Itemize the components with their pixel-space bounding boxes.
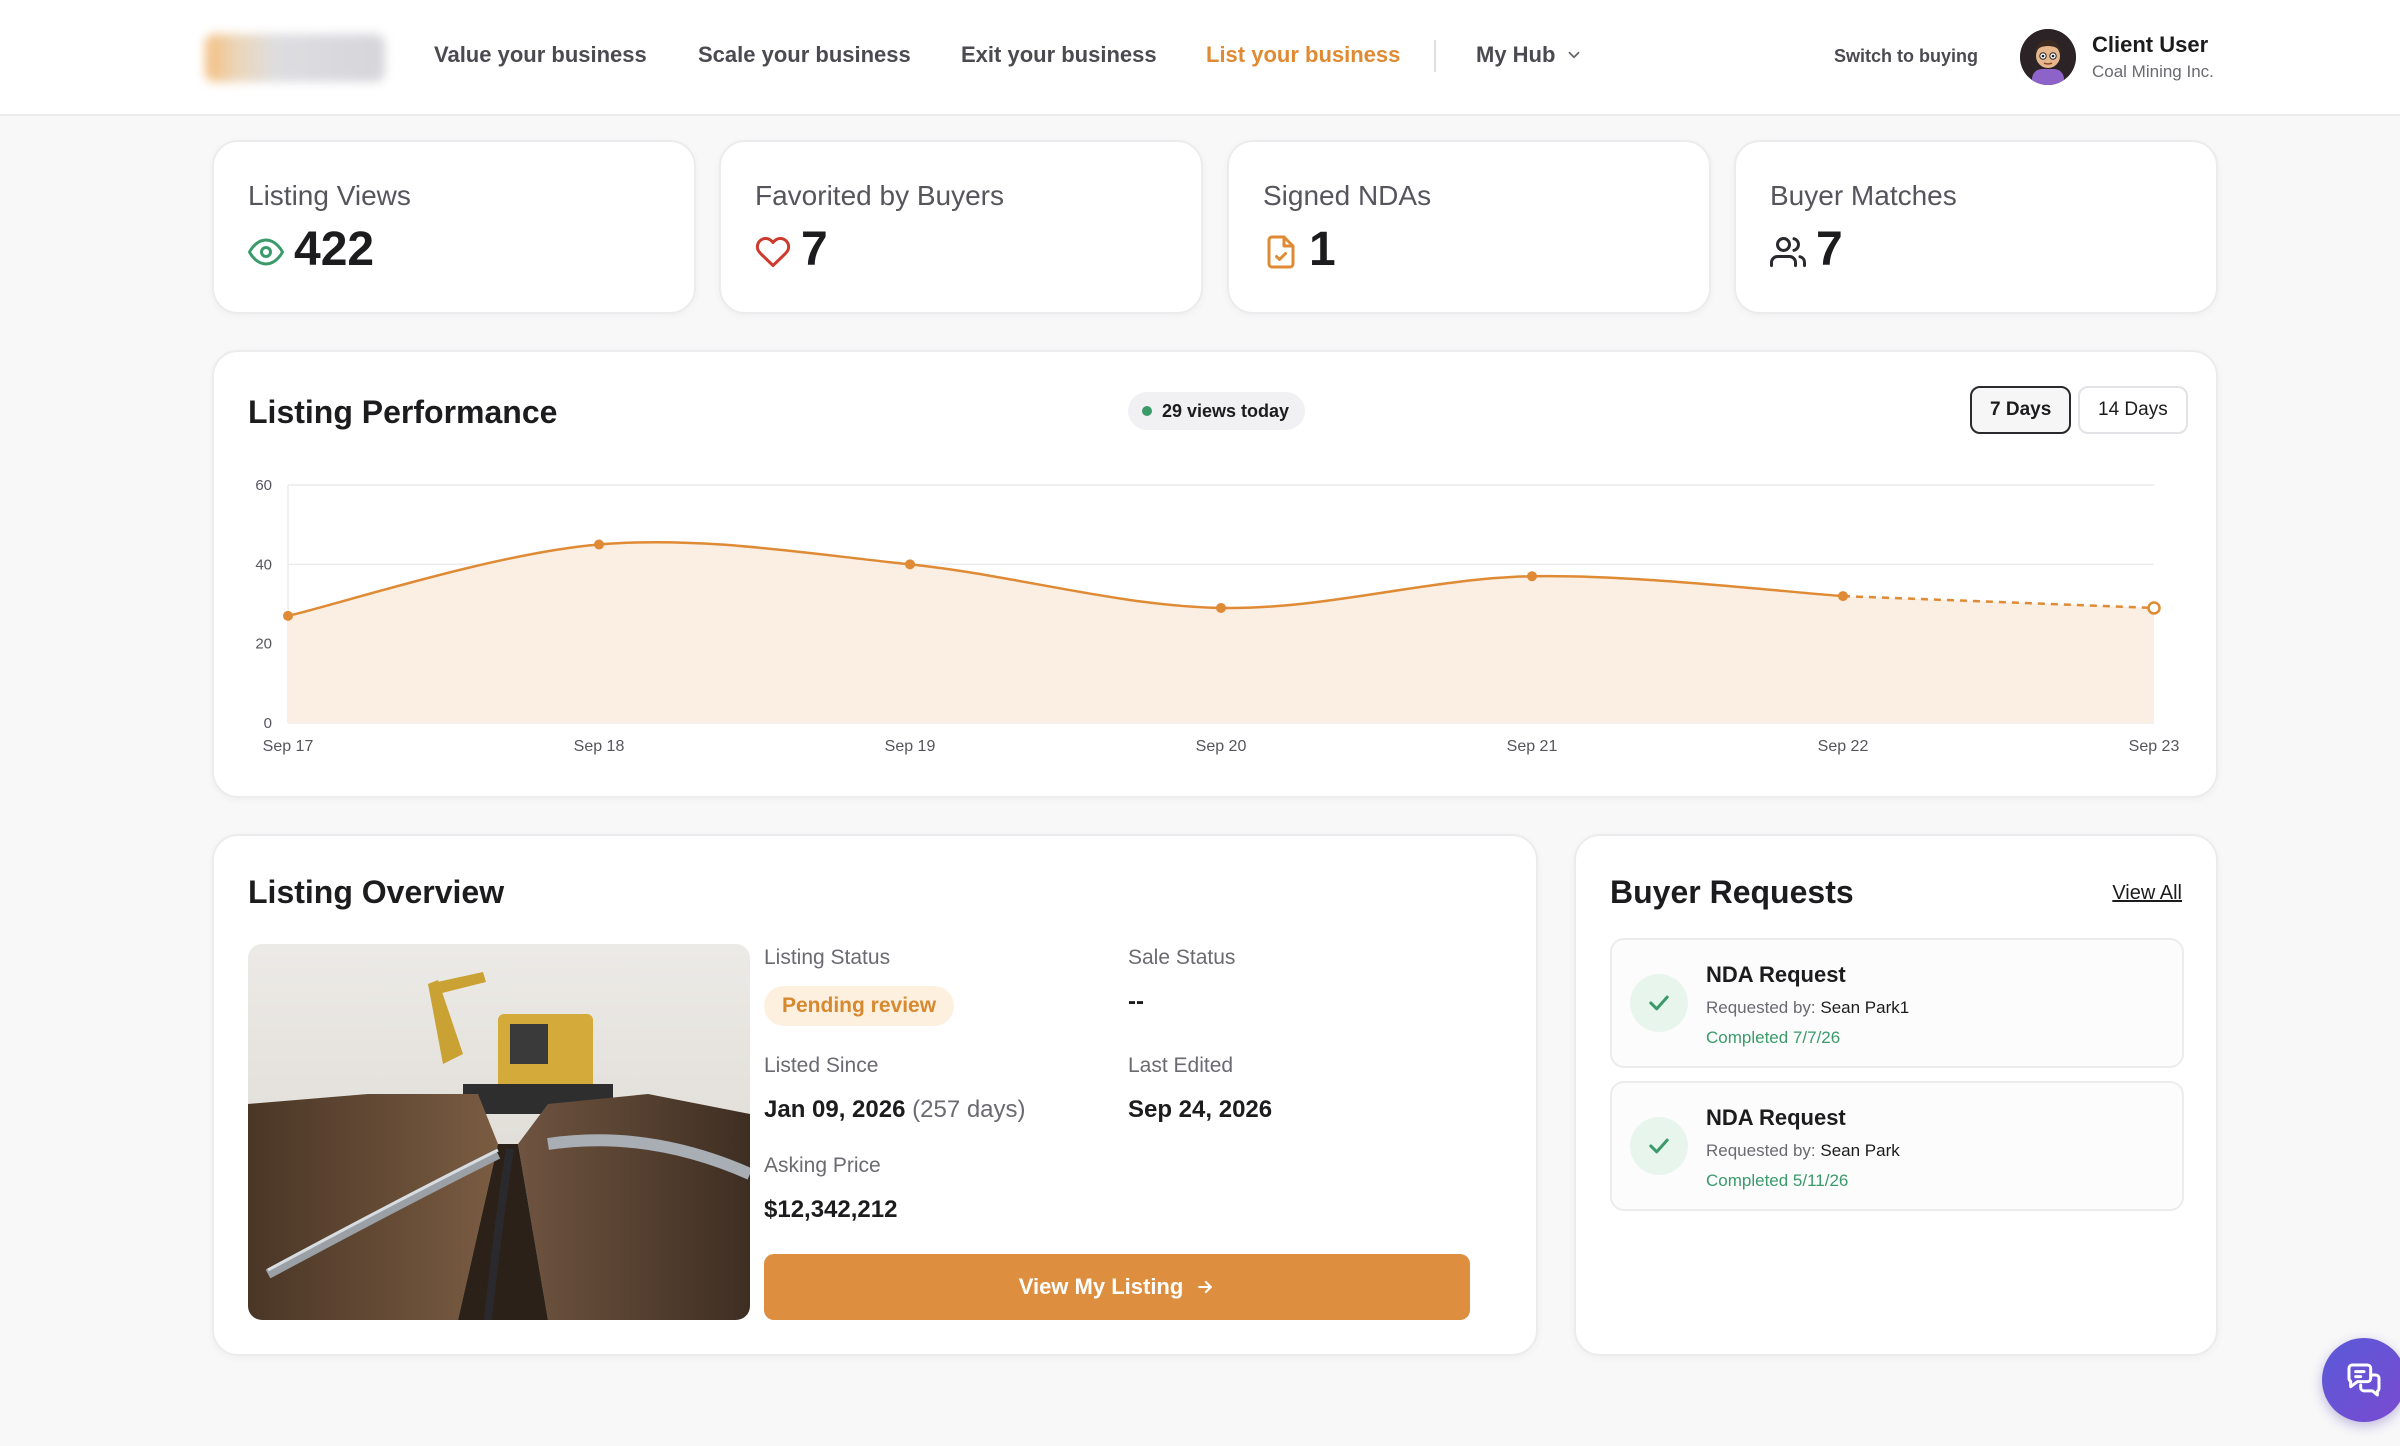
listing-status-label: Listing Status (764, 946, 891, 969)
nav-exit-business[interactable]: Exit your business (961, 42, 1157, 67)
stat-value: 1 (1309, 223, 1336, 276)
my-hub-dropdown[interactable]: My Hub (1476, 42, 1583, 68)
series-line (287, 541, 1844, 618)
nav-list-business[interactable]: List your business (1206, 42, 1401, 67)
x-tick-label: Sep 17 (263, 738, 314, 755)
chat-icon (2347, 1363, 2381, 1397)
last-edited-label: Last Edited (1128, 1054, 1234, 1077)
stat-value: 422 (294, 223, 375, 276)
view-my-listing-label: View My Listing (1018, 1274, 1184, 1299)
request-title: NDA Request (1706, 962, 1846, 987)
range-14-days-button[interactable]: 14 Days (2078, 386, 2188, 434)
buyer-requests-card: Buyer Requests View All NDA Request Requ… (1574, 834, 2218, 1356)
listed-since-value: Jan 09, 2026 (257 days) (764, 1096, 1026, 1124)
data-point (283, 610, 293, 621)
chat-button[interactable] (2322, 1338, 2400, 1422)
x-tick-label: Sep 22 (1818, 738, 1869, 755)
user-organization: Coal Mining Inc. (2092, 62, 2214, 81)
users-icon (1770, 237, 1806, 267)
stat-card-favorited: Favorited by Buyers 7 (719, 140, 1203, 314)
section-title: Listing Performance (248, 394, 558, 430)
x-tick-label: Sep 19 (885, 738, 936, 755)
stat-card-signed-ndas: Signed NDAs 1 (1227, 140, 1711, 314)
listing-overview-card: Listing Overview (212, 834, 1538, 1356)
heart-icon (755, 236, 791, 267)
sale-status-value: -- (1128, 988, 1144, 1015)
asking-price-label: Asking Price (764, 1154, 881, 1177)
list-item[interactable]: NDA Request Requested by: Sean Park Comp… (1610, 1081, 2184, 1211)
listed-since-date: Jan 09, 2026 (764, 1096, 906, 1123)
avatar[interactable] (2020, 29, 2076, 85)
stat-label: Listing Views (248, 180, 411, 211)
nav-scale-business[interactable]: Scale your business (698, 42, 911, 67)
section-title: Listing Overview (248, 874, 505, 910)
data-point (1216, 602, 1226, 613)
y-tick-label: 60 (255, 477, 272, 494)
nav-divider (1434, 40, 1436, 72)
section-title: Buyer Requests (1610, 874, 1854, 910)
eye-icon (248, 238, 284, 266)
stat-value: 7 (801, 223, 828, 276)
x-tick-label: Sep 23 (2129, 738, 2180, 755)
x-tick-label: Sep 18 (574, 738, 625, 755)
requester-name: Sean Park1 (1820, 998, 1910, 1017)
top-navbar: Value your business Scale your business … (0, 0, 2400, 116)
check-icon (1630, 1117, 1688, 1175)
check-icon (1630, 974, 1688, 1032)
listed-since-days: (257 days) (912, 1096, 1026, 1123)
stat-label: Buyer Matches (1770, 180, 1957, 211)
x-tick-label: Sep 21 (1507, 738, 1558, 755)
request-completed-date: Completed 5/11/26 (1706, 1171, 1849, 1190)
my-hub-label: My Hub (1476, 42, 1556, 67)
requester-prefix: Requested by: (1706, 1141, 1816, 1160)
views-today-badge: 29 views today (1128, 392, 1306, 430)
data-point-projected (2147, 601, 2161, 615)
document-check-icon (1267, 235, 1295, 269)
view-my-listing-button[interactable]: View My Listing (764, 1254, 1470, 1320)
stat-label: Favorited by Buyers (755, 180, 1004, 211)
switch-to-buying-link[interactable]: Switch to buying (1834, 46, 1978, 66)
last-edited-value: Sep 24, 2026 (1128, 1096, 1273, 1123)
stat-card-buyer-matches: Buyer Matches 7 (1734, 140, 2218, 314)
listed-since-label: Listed Since (764, 1054, 879, 1077)
stat-card-listing-views: Listing Views 422 (212, 140, 696, 314)
series-area (288, 542, 2154, 723)
data-point (1838, 591, 1848, 602)
request-requester: Requested by: Sean Park1 (1706, 998, 1909, 1018)
listing-performance-chart: 0 20 40 60 Sep 17 Sep 18 Sep 19 Sep 20 Sep 21 Sep… (255, 477, 2180, 755)
user-name: Client User (2092, 32, 2209, 57)
view-all-link[interactable]: View All (2112, 882, 2182, 904)
data-point (594, 539, 604, 550)
y-tick-label: 40 (255, 556, 272, 573)
range-7-days-button[interactable]: 7 Days (1970, 386, 2072, 434)
sale-status-label: Sale Status (1128, 946, 1236, 969)
data-point (1527, 571, 1537, 582)
request-title: NDA Request (1706, 1105, 1846, 1130)
asking-price-value: $12,342,212 (764, 1196, 898, 1223)
chevron-down-icon (1569, 51, 1580, 59)
request-completed-date: Completed 7/7/26 (1706, 1028, 1841, 1047)
x-tick-label: Sep 20 (1196, 738, 1247, 755)
list-item[interactable]: NDA Request Requested by: Sean Park1 Com… (1610, 938, 2184, 1068)
requester-name: Sean Park (1820, 1141, 1900, 1160)
arrow-right-icon (1198, 1280, 1213, 1294)
brand-logo[interactable] (205, 34, 385, 82)
y-tick-label: 0 (264, 715, 272, 732)
y-tick-label: 20 (255, 636, 272, 653)
listing-performance-card: Listing Performance 29 views today 7 Day… (212, 350, 2218, 798)
data-point (905, 559, 915, 570)
stat-value: 7 (1816, 223, 1843, 276)
requester-prefix: Requested by: (1706, 998, 1816, 1017)
listing-photo (248, 944, 750, 1320)
status-badge: Pending review (764, 986, 955, 1026)
request-requester: Requested by: Sean Park (1706, 1141, 1900, 1161)
stat-label: Signed NDAs (1263, 180, 1432, 211)
nav-value-business[interactable]: Value your business (434, 42, 647, 67)
